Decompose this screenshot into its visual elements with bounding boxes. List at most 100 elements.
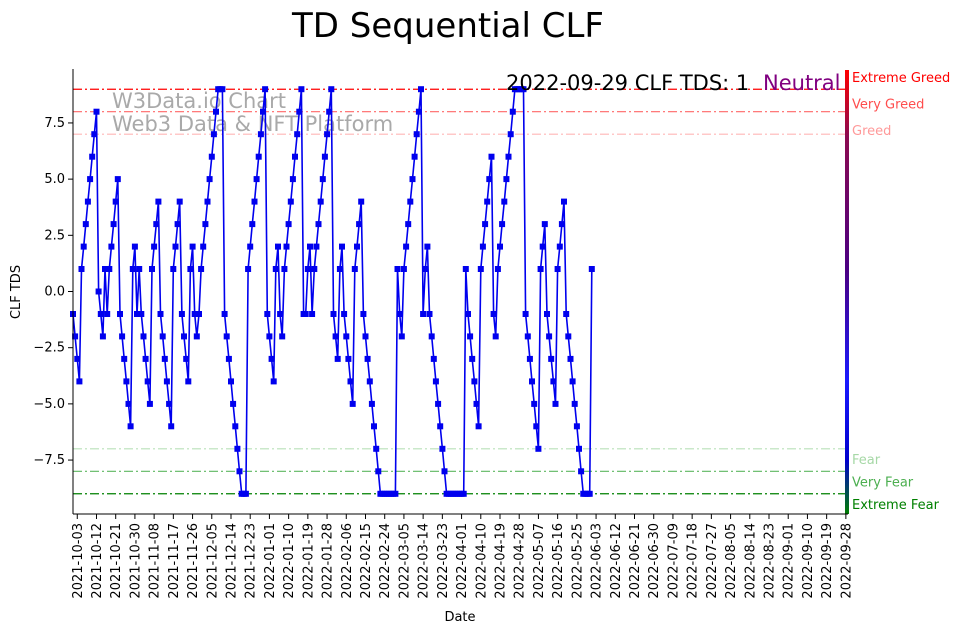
data-point	[362, 333, 369, 340]
data-point	[108, 243, 115, 250]
data-point	[144, 378, 151, 385]
data-point	[588, 266, 595, 272]
data-point	[117, 311, 123, 317]
x-tick-label: 2022-09-01	[782, 523, 797, 599]
x-tick-label: 2022-07-09	[666, 523, 681, 599]
x-tick-label: 2022-01-19	[301, 523, 316, 599]
series-group	[70, 86, 595, 497]
data-point	[336, 266, 343, 272]
data-point	[576, 445, 582, 452]
data-point	[554, 266, 561, 272]
zone-label-fear: Fear	[852, 453, 881, 468]
data-point	[193, 333, 200, 340]
data-point	[334, 355, 341, 362]
zone-labels: Extreme Greed Very Greed Greed Fear Very Fea…	[852, 71, 950, 513]
data-point	[375, 468, 382, 475]
data-point	[321, 153, 328, 160]
data-point	[422, 266, 429, 272]
watermark-line-1: W3Data.io Chart	[112, 89, 286, 113]
x-tick-label: 2021-10-03	[71, 523, 86, 599]
side-gradient-bar	[845, 70, 849, 514]
data-point	[149, 266, 155, 272]
data-point	[567, 355, 574, 362]
data-point	[471, 378, 478, 385]
data-point	[206, 176, 213, 183]
data-point	[326, 108, 333, 115]
data-point	[196, 311, 202, 317]
data-point	[76, 378, 83, 385]
data-point	[469, 355, 476, 362]
data-point	[324, 131, 331, 138]
x-tick-label: 2022-04-28	[513, 523, 528, 599]
y-tick-label: 0.0	[44, 285, 65, 300]
data-point	[345, 355, 352, 362]
data-point	[394, 266, 401, 272]
data-point	[134, 311, 140, 317]
data-point	[524, 333, 531, 340]
data-point	[537, 266, 544, 272]
x-tick-label: 2021-11-17	[167, 523, 182, 599]
data-point	[104, 311, 111, 317]
data-point	[531, 400, 538, 407]
data-point	[356, 221, 363, 228]
data-point	[548, 355, 555, 362]
data-point	[535, 445, 542, 452]
data-point	[403, 243, 410, 250]
data-point	[181, 333, 187, 340]
data-point	[420, 311, 427, 317]
data-point	[339, 243, 345, 250]
data-point	[341, 311, 348, 317]
data-point	[264, 311, 271, 317]
data-point	[507, 131, 514, 138]
data-point	[544, 311, 550, 317]
data-point	[185, 378, 192, 385]
data-point	[153, 221, 160, 228]
x-tick-label: 2021-10-30	[128, 523, 143, 599]
data-point	[74, 355, 81, 362]
data-point	[358, 198, 365, 205]
data-point	[441, 468, 448, 475]
data-point	[221, 311, 228, 317]
x-tick-label: 2022-09-10	[801, 523, 816, 599]
data-point	[550, 378, 557, 385]
data-point	[121, 355, 128, 362]
data-point	[522, 311, 529, 317]
data-point	[95, 288, 102, 295]
x-tick-label: 2021-10-21	[109, 523, 124, 599]
x-tick-label: 2022-01-01	[263, 523, 278, 599]
data-point	[78, 266, 85, 272]
data-point	[492, 333, 499, 340]
data-point	[247, 243, 254, 250]
data-point	[262, 86, 269, 93]
data-point	[219, 86, 226, 93]
data-point	[249, 221, 256, 228]
data-point	[465, 311, 471, 317]
x-tick-label: 2022-06-21	[628, 523, 643, 599]
data-point	[191, 311, 198, 317]
data-point	[477, 266, 484, 272]
y-tick-label: 7.5	[44, 116, 65, 131]
data-point	[529, 378, 535, 385]
data-point	[125, 400, 132, 407]
x-tick-label: 2022-05-07	[532, 523, 547, 599]
y-axis-label: CLF TDS	[9, 265, 24, 319]
data-point	[490, 311, 497, 317]
x-tick-label: 2022-08-05	[724, 523, 739, 599]
data-point	[159, 333, 166, 340]
data-point	[309, 311, 316, 317]
x-tick-label: 2022-09-28	[839, 523, 854, 599]
data-point	[257, 131, 264, 138]
data-point	[411, 153, 418, 160]
data-point	[255, 153, 262, 160]
data-point	[396, 311, 403, 317]
x-tick-label: 2022-03-05	[397, 523, 412, 599]
data-point	[484, 198, 491, 205]
x-tick-label: 2022-06-30	[647, 523, 662, 599]
x-tick-label: 2021-12-14	[224, 523, 239, 599]
data-point	[142, 355, 149, 362]
watermark: W3Data.io Chart Web3 Data & NFT Platform	[112, 89, 393, 136]
y-tick-label: −5.0	[33, 397, 65, 412]
data-point	[552, 400, 559, 407]
data-point	[509, 108, 516, 115]
data-point	[499, 221, 506, 228]
